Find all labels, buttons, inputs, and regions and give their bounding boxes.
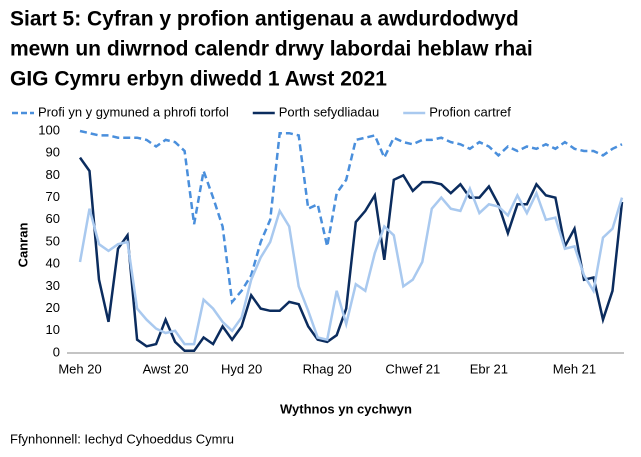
y-tick-label: 10 <box>46 322 60 337</box>
y-axis-title: Canran <box>15 223 30 268</box>
series-line <box>79 129 623 305</box>
x-tick-label: Hyd 20 <box>221 361 262 376</box>
legend-label: Porth sefydliadau <box>279 104 379 119</box>
y-tick-label: 100 <box>38 122 60 137</box>
y-tick-label: 50 <box>46 233 60 248</box>
y-tick-label: 40 <box>46 256 60 271</box>
x-tick-label: Meh 21 <box>553 361 596 376</box>
x-axis-title: Wythnos yn cychwyn <box>280 401 412 416</box>
x-tick-label: Meh 20 <box>58 361 101 376</box>
y-tick-label: 30 <box>46 278 60 293</box>
x-tick-label: Ebr 21 <box>470 361 508 376</box>
chart-title: mewn un diwrnod calendr drwy labordai he… <box>10 38 533 61</box>
x-tick-label: Rhag 20 <box>303 361 352 376</box>
series-line <box>78 185 624 346</box>
x-tick-label: Chwef 21 <box>385 361 440 376</box>
y-tick-label: 20 <box>46 300 60 315</box>
y-tick-label: 80 <box>46 167 60 182</box>
legend-label: Profi yn y gymuned a phrofi torfol <box>38 104 229 119</box>
y-tick-label: 0 <box>53 344 60 359</box>
source: Ffynhonnell: Iechyd Cyhoeddus Cymru <box>10 431 234 446</box>
chart-title: GIG Cymru erbyn diwedd 1 Awst 2021 <box>10 68 387 91</box>
chart-title: Siart 5: Cyfran y profion antigenau a aw… <box>10 8 519 31</box>
series-line <box>78 156 624 353</box>
y-tick-label: 90 <box>46 145 60 160</box>
x-tick-label: Awst 20 <box>143 361 189 376</box>
y-tick-label: 70 <box>46 189 60 204</box>
y-tick-label: 60 <box>46 211 60 226</box>
legend-label: Profion cartref <box>429 104 511 119</box>
